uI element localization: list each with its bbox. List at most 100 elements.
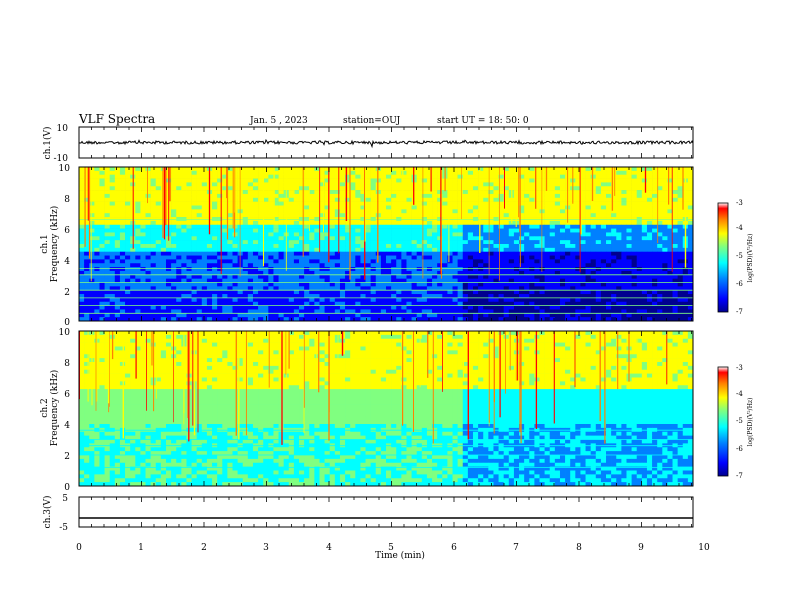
spectrogram-cell [483,213,489,218]
spectrogram-cell [498,274,504,279]
spectrogram-cell [416,286,423,291]
spectrogram-cell [432,278,438,283]
spectrogram-cell [580,297,586,303]
spectrogram-cell [155,224,162,229]
spectrogram-cell [150,209,157,214]
spectrogram-cell [386,278,392,283]
spectrogram-cell [89,236,95,241]
spectrogram-cell [288,182,295,187]
spectrogram-cell [391,224,397,229]
spectrogram-cell [672,190,678,195]
spectrogram-cell [181,278,187,283]
spectrogram-cell [365,236,371,241]
spectrogram-cell [437,174,443,179]
spectrogram-cell [350,297,356,303]
spectrogram-cell [84,267,90,272]
spectrogram-cell [452,205,458,210]
spectrogram-cell [549,270,556,276]
spectrogram-cell [84,290,90,295]
spectrogram-cell [150,255,157,260]
spectrogram-cell [130,251,136,256]
spectrogram-cell [84,197,90,202]
spectrogram-cell [657,301,663,306]
spectrogram-cell [672,209,678,214]
spectrogram-cell [140,317,146,322]
spectrogram-cell [646,297,653,303]
spectrogram-cell [268,278,274,283]
spectrogram-cell [529,290,535,295]
spectrogram-cell [304,259,310,264]
spectrogram-cell [488,240,494,245]
spectrogram-cell [580,193,586,199]
spectrogram-cell [242,301,249,306]
spectrogram-cell [631,190,638,195]
spectrogram-cell [380,170,387,175]
spectrogram-cell [447,244,453,249]
spectrogram-cell [657,186,663,191]
spectrogram-cell [672,186,678,191]
spectrogram-cell [212,228,218,233]
spectrogram-cell [222,228,228,233]
spectrogram-cell [319,255,325,260]
spectrogram-cell [104,331,110,336]
spectrogram-cell [160,309,167,314]
spectrogram-cell [212,251,218,256]
spectrogram-cell [329,232,336,237]
spectrogram-cell [365,297,371,303]
spectrogram-cell [140,174,146,179]
spectrogram-cell [600,178,607,183]
spectrogram-cell [334,294,341,299]
spectrogram-cell [406,228,412,233]
spectrogram-cell [130,263,136,268]
spectrogram-cell [324,317,331,322]
spectrogram-cell [125,228,131,233]
spectrogram-cell [268,209,274,214]
spectrogram-cell [160,270,167,276]
spectrogram-cell [677,278,684,283]
spectrogram-cell [590,178,597,183]
spectrogram-cell [181,224,187,229]
spectrogram-cell [186,286,192,291]
spectrogram-cell [273,255,279,260]
spectrogram-cell [442,282,448,287]
spectrogram-cell [370,193,377,199]
spectrogram-cell [247,201,254,206]
spectrogram-cell [258,220,264,226]
spectrogram-cell [462,170,469,175]
spectrogram-cell [467,197,474,202]
spectrogram-cell [339,240,346,245]
spectrogram-cell [575,305,581,310]
spectrogram-cell [611,236,617,241]
spectrogram-cell [355,317,361,322]
spectrogram-cell [472,201,479,206]
spectrogram-cell [380,267,387,272]
spectrogram-cell [565,317,571,322]
spectrogram-cell [386,274,392,279]
spectrogram-cell [191,301,197,306]
spectrogram-cell [529,178,535,183]
spectrogram-cell [304,228,310,233]
spectrogram-cell [232,174,238,179]
spectrogram-cell [585,313,591,318]
spectrogram-cell [595,278,602,283]
spectrogram-cell [478,282,484,287]
spectrogram-cell [488,213,494,218]
spectrogram-cell [483,282,489,287]
spectrogram-cell [232,255,238,260]
spectrogram-cell [606,197,612,202]
spectrogram-cell [462,267,469,272]
spectrogram-cell [575,270,581,276]
spectrogram-cell [498,331,504,336]
spectrogram-cell [549,228,556,233]
spectrogram-cell [467,220,474,226]
spectrogram-cell [478,247,484,252]
spectrogram-cell [160,290,167,295]
spectrogram-cell [370,213,377,218]
spectrogram-cell [513,278,520,283]
spectrogram-cell [657,297,663,303]
spectrogram-cell [104,313,110,318]
spectrogram-cell [621,317,627,322]
spectrogram-cell [421,309,428,314]
spectrogram-cell [447,220,453,226]
spectrogram-cell [278,278,284,283]
